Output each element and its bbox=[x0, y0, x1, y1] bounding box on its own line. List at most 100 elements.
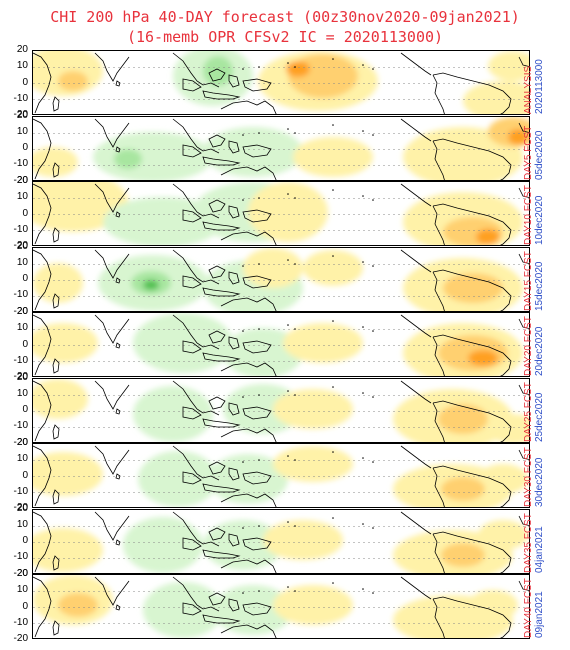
positive-anomaly-region bbox=[286, 61, 310, 77]
forecast-label: DAY5 FCST bbox=[523, 125, 534, 180]
lat-tick-label: 0 bbox=[22, 273, 28, 284]
panel-side-labels: DAY30 FCST 30dec2020 bbox=[521, 443, 545, 508]
map-panel bbox=[32, 181, 530, 246]
panel-side-labels: DAY10 FCST 10dec2020 bbox=[521, 181, 545, 246]
lat-tick-label: 20 bbox=[16, 437, 28, 448]
lat-tick-label: 0 bbox=[22, 338, 28, 350]
lat-tick-label: -10 bbox=[13, 158, 28, 170]
lat-tick-label: 10 bbox=[16, 125, 28, 137]
map-canvas bbox=[33, 51, 529, 114]
coastline-group bbox=[33, 314, 529, 376]
lat-tick-label: -20 bbox=[13, 633, 28, 644]
lat-tick-label: 0 bbox=[22, 469, 28, 481]
lat-tick-label: 10 bbox=[16, 453, 28, 465]
date-label: 10dec2020 bbox=[534, 195, 545, 246]
positive-anomaly-region bbox=[58, 593, 98, 617]
map-canvas bbox=[33, 313, 529, 376]
lat-tick-label: 10 bbox=[16, 387, 28, 399]
map-panel bbox=[32, 312, 530, 377]
positive-anomaly-region bbox=[33, 452, 103, 496]
forecast-label: DAY10 FCST bbox=[523, 185, 534, 245]
lat-tick-label: 20 bbox=[16, 175, 28, 186]
lat-tick-label: 10 bbox=[16, 322, 28, 334]
lat-tick-label: 20 bbox=[16, 502, 28, 514]
forecast-label: DAY25 FCST bbox=[523, 381, 534, 442]
positive-anomaly-region bbox=[478, 519, 528, 550]
negative-anomaly-region bbox=[203, 56, 233, 86]
map-canvas bbox=[33, 445, 529, 507]
map-canvas bbox=[33, 511, 529, 573]
positive-anomaly-region bbox=[283, 323, 363, 363]
lat-tick-label: 10 bbox=[16, 191, 28, 203]
map-panel bbox=[32, 377, 530, 443]
date-label: 05dec2020 bbox=[534, 130, 545, 180]
map-canvas bbox=[33, 182, 529, 245]
lat-tick-label: -10 bbox=[13, 92, 28, 104]
negative-anomaly-region bbox=[143, 279, 159, 290]
negative-anomaly-region bbox=[123, 516, 203, 573]
lat-tick-label: 0 bbox=[22, 404, 28, 415]
lat-tick-label: -10 bbox=[13, 223, 28, 235]
positive-anomaly-region bbox=[478, 464, 528, 494]
forecast-label: DAY30 FCST bbox=[523, 447, 534, 507]
forecast-label: ANALYSIS bbox=[523, 65, 534, 114]
chart-title-line1: CHI 200 hPa 40-DAY forecast (00z30nov202… bbox=[50, 8, 520, 26]
negative-anomaly-region bbox=[103, 197, 223, 245]
positive-anomaly-region bbox=[33, 146, 78, 177]
coastline-group bbox=[33, 52, 529, 114]
date-label: 25dec2020 bbox=[534, 392, 545, 442]
positive-anomaly-region bbox=[273, 585, 353, 625]
positive-anomaly-region bbox=[248, 182, 328, 242]
coastline-group bbox=[33, 249, 529, 311]
date-label: 09jan2021 bbox=[534, 591, 545, 638]
positive-anomaly-region bbox=[476, 229, 500, 245]
date-label: 20dec2020 bbox=[534, 326, 545, 377]
forecast-label: DAY35 FCST bbox=[523, 512, 534, 573]
lat-tick-label: -10 bbox=[13, 485, 28, 497]
positive-anomaly-region bbox=[468, 590, 518, 620]
positive-anomaly-region bbox=[438, 403, 488, 434]
lat-tick-label: -20 bbox=[13, 436, 28, 448]
positive-anomaly-region bbox=[58, 71, 88, 91]
lat-tick-label: -10 bbox=[13, 616, 28, 628]
lat-tick-label: 10 bbox=[16, 584, 28, 596]
date-label: 04jan2021 bbox=[534, 525, 545, 573]
positive-anomaly-region bbox=[33, 527, 103, 572]
date-label: 30dec2020 bbox=[534, 457, 545, 508]
panel-side-labels: DAY5 FCST 05dec2020 bbox=[521, 116, 545, 181]
coastline-group bbox=[33, 118, 529, 180]
date-label: 15dec2020 bbox=[534, 261, 545, 311]
coastline-group bbox=[33, 380, 529, 442]
negative-anomaly-region bbox=[203, 126, 303, 177]
map-panel bbox=[32, 574, 530, 639]
lat-tick-label: -20 bbox=[13, 371, 28, 382]
map-canvas bbox=[33, 378, 529, 442]
lat-tick-label: -20 bbox=[13, 174, 28, 186]
panel-side-labels: DAY20 FCST 20dec2020 bbox=[521, 312, 545, 377]
lat-tick-label: -10 bbox=[13, 551, 28, 563]
lat-tick-label: 20 bbox=[16, 568, 28, 579]
panel-side-labels: DAY15 FCST 15dec2020 bbox=[521, 247, 545, 312]
lat-tick-label: -20 bbox=[13, 305, 28, 317]
positive-anomaly-region bbox=[273, 388, 353, 429]
positive-anomaly-region bbox=[243, 247, 303, 288]
lat-tick-label: 0 bbox=[22, 600, 28, 612]
lat-tick-label: 20 bbox=[16, 44, 28, 55]
panel-side-labels: DAY40 FCST 09jan2021 bbox=[521, 574, 545, 639]
lat-tick-label: -10 bbox=[13, 420, 28, 432]
lat-tick-label: -10 bbox=[13, 289, 28, 301]
positive-anomaly-region bbox=[488, 51, 529, 81]
lat-tick-label: -10 bbox=[13, 354, 28, 366]
lat-tick-label: -20 bbox=[13, 240, 28, 251]
chart-title-line2: (16-memb OPR CFSv2 IC = 2020113000) bbox=[126, 28, 444, 46]
negative-anomaly-region bbox=[133, 385, 213, 442]
negative-anomaly-region bbox=[114, 148, 142, 169]
negative-anomaly-region bbox=[203, 519, 283, 570]
lat-tick-label: -20 bbox=[13, 109, 28, 120]
map-panel bbox=[32, 443, 530, 508]
lat-tick-label: 0 bbox=[22, 207, 28, 219]
lat-tick-label: 10 bbox=[16, 60, 28, 72]
positive-anomaly-region bbox=[441, 542, 485, 567]
positive-anomaly-region bbox=[293, 136, 373, 177]
negative-anomaly-region bbox=[208, 454, 288, 504]
